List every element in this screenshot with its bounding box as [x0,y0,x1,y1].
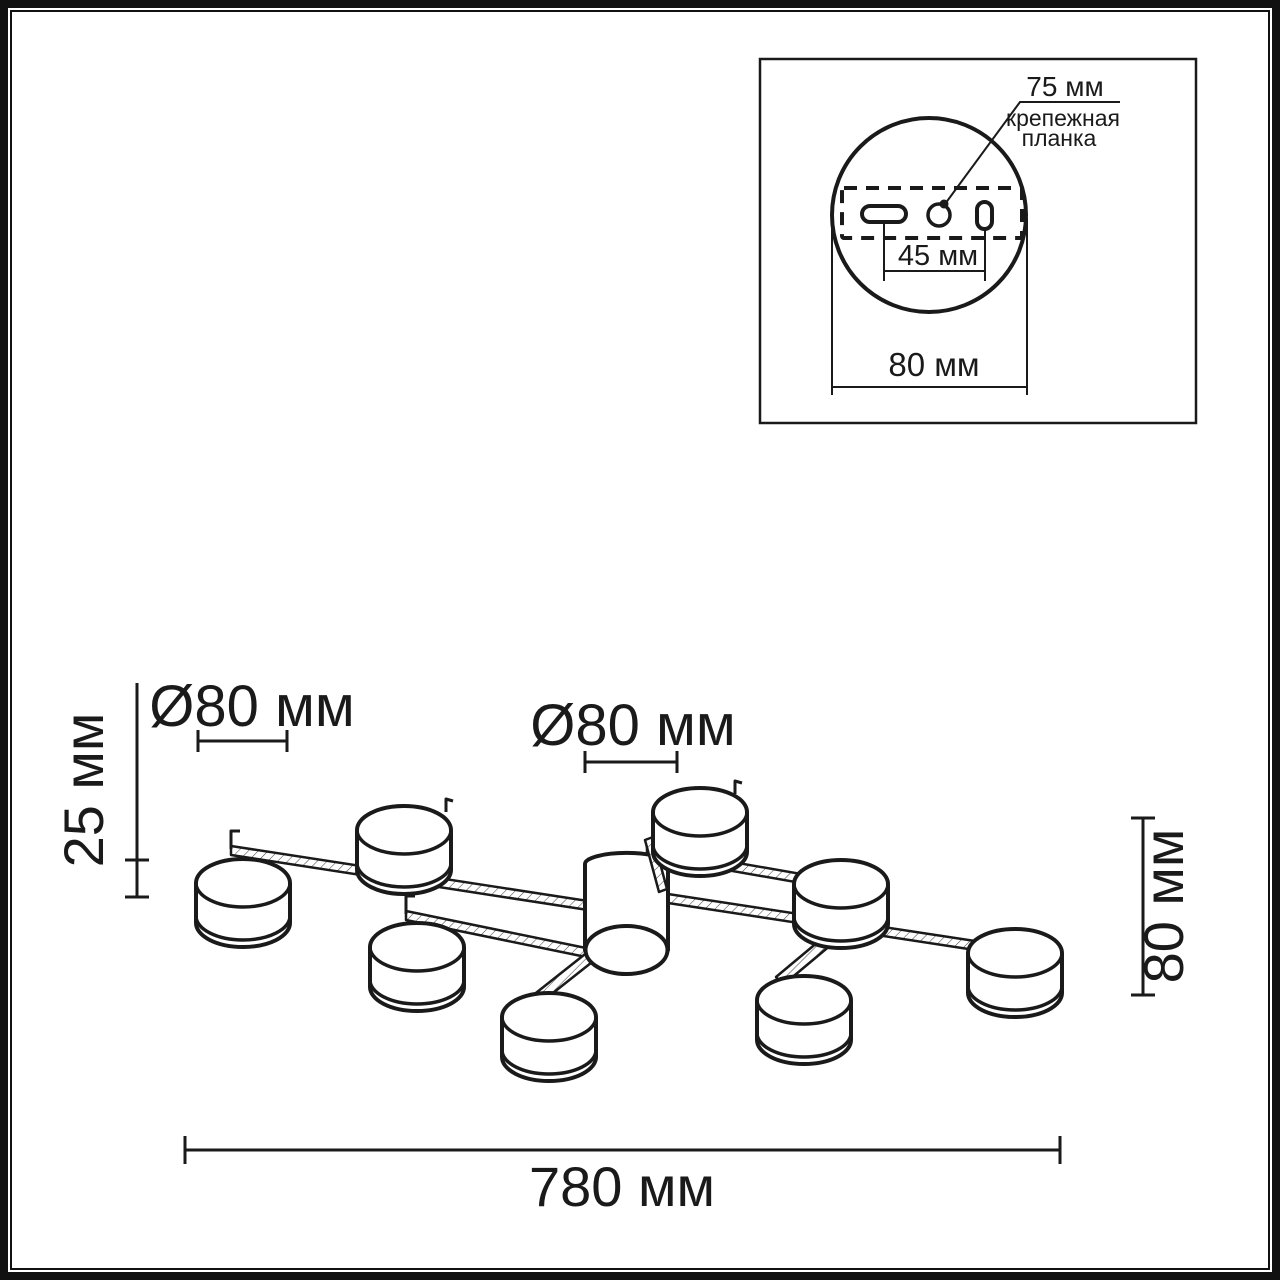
dimension-d80-left: Ø80 мм [149,674,355,752]
dimension-780: 780 мм [183,1136,1062,1218]
rod-hook-lower-left [404,894,415,914]
lamp-center-right [792,858,890,950]
central-cylinder-bottom [583,924,670,976]
leader-dot [939,199,949,209]
lamp-bottom-center [500,991,598,1083]
mounting-slot-vertical [975,200,994,231]
mounting-slot-horizontal [860,204,908,224]
lamp-far-right [966,927,1064,1019]
leader-line-75 [944,101,1120,205]
dim-label-75: 75 мм [1026,71,1103,102]
rod-hook-upper-left [229,829,240,849]
plate-label-line1: крепежная [1006,105,1120,131]
dimension-25: 25 мм [52,683,149,899]
dim-label-80-height: 80 мм [1132,829,1195,984]
lamp-bottom-right [755,974,853,1066]
plate-label-line2: планка [1022,125,1097,151]
dimension-d80-center: Ø80 мм [530,693,736,773]
lamp-far-left [194,857,292,949]
dim-label-d80-center: Ø80 мм [530,693,736,758]
inset-mounting-detail: 75 мм крепежная планка 45 мм 80 мм [758,57,1198,425]
lamp-top-center [651,779,749,878]
mounting-center-hole [926,202,952,228]
lamp-nub [733,779,743,794]
dim-label-inset-80: 80 мм [888,346,979,383]
dim-label-d80-left: Ø80 мм [149,674,355,739]
lamp-nub [444,797,454,812]
dim-label-45: 45 мм [898,240,978,272]
dimension-80-height: 80 мм [1131,816,1195,997]
fixture-drawing [194,779,1064,1083]
lamp-lower-left [368,921,466,1013]
rod-top-connector [643,835,669,894]
mounting-plate-dashed-outline [840,186,1024,240]
dim-label-25: 25 мм [52,713,115,868]
dim-label-780: 780 мм [529,1155,715,1218]
lamp-upper-left [355,797,454,896]
